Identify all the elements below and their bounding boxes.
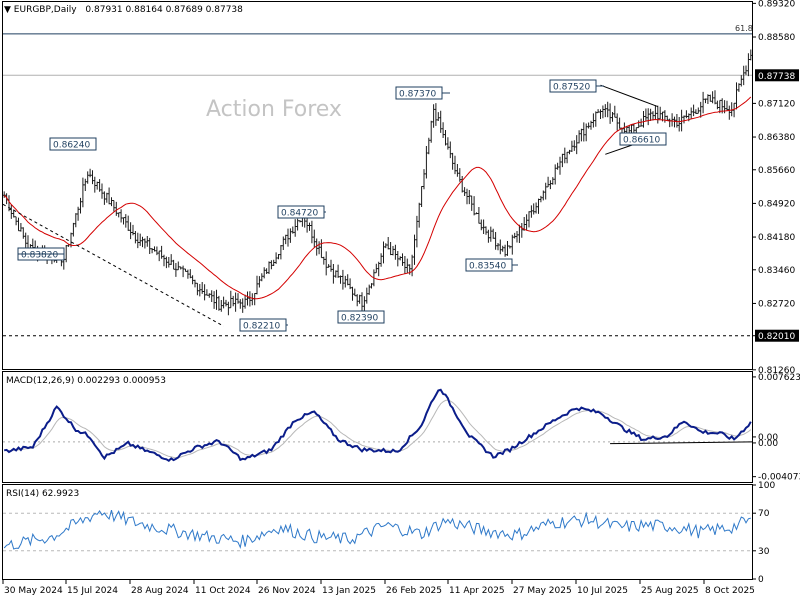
price-annotation-label: 0.83820 [21, 251, 58, 261]
ohlc-values: 0.87931 0.88164 0.87689 0.87738 [85, 5, 243, 15]
price-annotation-box [619, 132, 667, 146]
macd-panel-title: MACD(12,26,9) 0.002293 0.000953 [6, 376, 166, 386]
macd-axis-label: 0.00 [758, 439, 778, 449]
macd-panel-frame [2, 371, 753, 483]
time-axis-label: 13 Jan 2025 [322, 586, 376, 596]
triangle-upper-line [600, 84, 658, 108]
support-level-label: 0.82010 [758, 332, 795, 342]
price-annotation-label: 0.87520 [553, 83, 590, 93]
rsi-plot [3, 509, 751, 550]
price-annotation-label: 0.87370 [399, 90, 436, 100]
macd-support-trendline [610, 441, 753, 445]
price-axis-label: 0.84920 [758, 199, 795, 209]
rsi-axis-label: 30 [758, 547, 770, 557]
price-axis-label: 0.88580 [758, 33, 795, 43]
watermark-text: Action Forex [206, 97, 342, 122]
macd-plot [4, 388, 752, 462]
price-axis-label: 0.84180 [758, 233, 795, 243]
price-annotation-label: 0.82210 [243, 322, 280, 332]
price-annotation-box [49, 137, 97, 151]
moving-average-line [3, 96, 752, 300]
price-axis-label: 0.85660 [758, 166, 795, 176]
chart-direction-icon: ▼ [4, 5, 11, 15]
price-annotation-label: 0.82390 [341, 314, 378, 324]
rsi-axis-label: 100 [758, 481, 775, 491]
grid-lines [3, 33, 752, 552]
time-axis-label: 26 Feb 2025 [386, 586, 442, 596]
price-plot [3, 49, 752, 316]
price-annotation-label: 0.84720 [281, 209, 318, 219]
symbol-label: EURGBP,Daily [13, 5, 77, 15]
macd-axis-label: -0.004073 [758, 473, 800, 483]
price-axis-label: 0.82720 [758, 299, 795, 309]
time-axis-label: 8 Oct 2025 [705, 586, 755, 596]
trendline-dashed [2, 203, 224, 327]
time-axis-label: 26 Nov 2024 [258, 586, 316, 596]
rsi-line [3, 509, 751, 550]
panel-frames [2, 1, 753, 580]
price-axis-label: 0.86380 [758, 133, 795, 143]
rsi-axis-label: 0 [758, 575, 764, 585]
price-panel-frame [2, 1, 753, 370]
price-axis-label: 0.87120 [758, 99, 795, 109]
time-axis-label: 10 Jul 2025 [577, 586, 628, 596]
macd-signal-line [4, 399, 752, 459]
fib-level-label: 61.8 [735, 24, 753, 33]
price-annotation-label: 0.86240 [53, 141, 90, 151]
macd-axis-label: 0.007623 [758, 373, 800, 383]
price-axis-label: 0.89320 [758, 0, 795, 9]
time-axis-label: 30 May 2024 [4, 586, 63, 596]
price-axis-label: 0.81260 [758, 366, 795, 376]
current-price-tag [755, 69, 799, 82]
time-axis-label: 28 Aug 2024 [131, 586, 189, 596]
time-axis-label: 27 May 2025 [513, 586, 572, 596]
price-annotation-box [337, 310, 385, 324]
rsi-panel-frame [2, 484, 753, 580]
time-axis-label: 11 Oct 2024 [195, 586, 251, 596]
support-level-tag [755, 329, 799, 342]
time-axis-label: 25 Aug 2025 [641, 586, 699, 596]
price-annotation-label: 0.83540 [469, 262, 506, 272]
time-axis-label: 15 Jul 2024 [67, 586, 118, 596]
time-axis-label: 11 Apr 2025 [449, 586, 505, 596]
price-bars [3, 49, 752, 316]
rsi-panel-title: RSI(14) 62.9923 [6, 489, 80, 499]
price-panel-title: ▼ EURGBP,Daily 0.87931 0.88164 0.87689 0… [4, 5, 243, 15]
price-axis-label: 0.83460 [758, 266, 795, 276]
current-price-label: 0.87738 [758, 72, 795, 82]
rsi-axis-label: 70 [758, 509, 770, 519]
macd-main-line [4, 388, 752, 462]
macd-axis-label: 0.00 [758, 433, 778, 443]
price-annotation-label: 0.86610 [623, 136, 660, 146]
annotations: 0.83820 0.86240 0.84720 0.82210 0.82390 0.873… [2, 79, 753, 445]
